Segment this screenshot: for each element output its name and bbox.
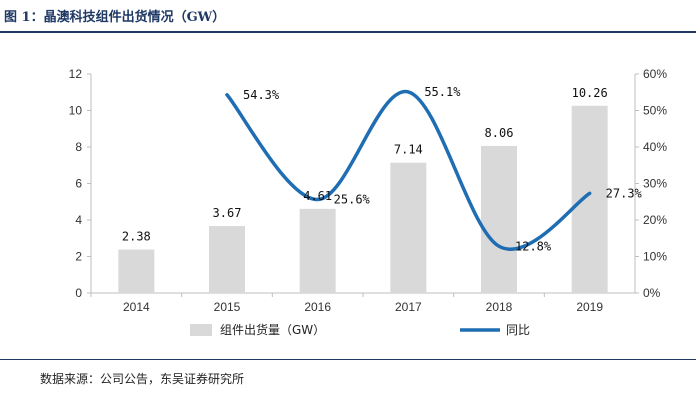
x-tick-label: 2015 bbox=[214, 300, 241, 314]
bar bbox=[209, 226, 245, 293]
y-left-tick-label: 8 bbox=[75, 140, 82, 154]
y-left-tick-label: 0 bbox=[75, 286, 82, 300]
line-value-label: 12.8% bbox=[515, 239, 552, 253]
footer-rule bbox=[0, 359, 696, 360]
x-tick-label: 2018 bbox=[486, 300, 513, 314]
x-tick-label: 2017 bbox=[395, 300, 422, 314]
bar bbox=[299, 208, 336, 293]
y-left-tick-label: 6 bbox=[75, 177, 82, 191]
legend: 组件出货量（GW） 同比 bbox=[190, 322, 530, 337]
axes: 0 2 4 6 8 10 12 0% 10% 20% 30% 40% 50% 60% 2014 2015 201… bbox=[69, 67, 668, 314]
y-right-tick-label: 20% bbox=[643, 213, 667, 227]
line-series bbox=[225, 90, 592, 251]
bar-series bbox=[118, 105, 608, 293]
bar bbox=[118, 249, 155, 293]
bar-value-label: 4.61 bbox=[303, 189, 332, 203]
line-value-label: 55.1% bbox=[424, 85, 461, 99]
y-right-tick-label: 0% bbox=[643, 286, 661, 300]
yoy-line bbox=[225, 90, 592, 251]
bar-value-label: 2.38 bbox=[122, 230, 151, 244]
bar-value-label: 10.26 bbox=[572, 86, 608, 100]
y-right-tick-label: 10% bbox=[643, 250, 667, 264]
y-right-tick-label: 30% bbox=[643, 177, 667, 191]
legend-line-label: 同比 bbox=[506, 323, 530, 337]
line-value-label: 27.3% bbox=[606, 186, 643, 200]
bar-value-label: 3.67 bbox=[213, 206, 242, 220]
y-left-tick-label: 12 bbox=[69, 67, 83, 81]
data-labels: 2.38 3.67 4.61 7.14 8.06 10.26 54.3% 25.6% 55.1%… bbox=[122, 85, 643, 253]
y-right-tick-label: 50% bbox=[643, 104, 667, 118]
bar-value-label: 7.14 bbox=[394, 143, 423, 157]
y-left-tick-label: 2 bbox=[75, 250, 82, 264]
x-tick-label: 2019 bbox=[576, 300, 603, 314]
legend-bar-swatch bbox=[190, 324, 212, 336]
bar bbox=[571, 105, 608, 293]
bar bbox=[481, 145, 517, 293]
line-value-label: 54.3% bbox=[243, 88, 280, 102]
chart-title: 图 1：晶澳科技组件出货情况（GW） bbox=[4, 10, 226, 25]
bar bbox=[390, 162, 427, 293]
title-rule bbox=[0, 31, 696, 33]
x-tick-label: 2016 bbox=[304, 300, 331, 314]
y-right-tick-label: 60% bbox=[643, 67, 667, 81]
y-left-tick-label: 10 bbox=[69, 104, 83, 118]
line-value-label: 25.6% bbox=[334, 193, 371, 207]
x-tick-label: 2014 bbox=[123, 300, 150, 314]
legend-bar-label: 组件出货量（GW） bbox=[220, 322, 325, 337]
bar-value-label: 8.06 bbox=[485, 126, 514, 140]
source-note: 数据来源：公司公告，东吴证券研究所 bbox=[40, 372, 245, 386]
y-left-tick-label: 4 bbox=[75, 213, 82, 227]
y-right-tick-label: 40% bbox=[643, 140, 667, 154]
